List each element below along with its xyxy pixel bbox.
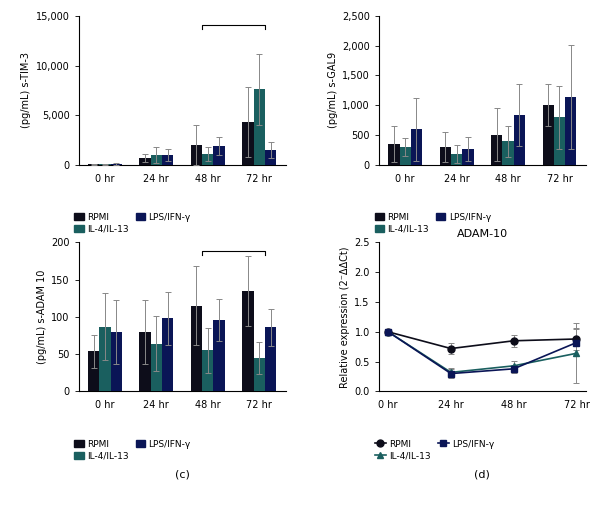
Bar (462, 149, 474, 165)
Text: (a): (a) (174, 243, 190, 253)
Y-axis label: (pg/mL) s-TIM-3: (pg/mL) s-TIM-3 (22, 52, 31, 129)
Bar (202, 351, 213, 391)
Bar (451, 153, 462, 165)
Legend: RPMI, IL-4/IL-13, LPS/IFN-γ: RPMI, IL-4/IL-13, LPS/IFN-γ (72, 211, 193, 235)
Bar (99, 326, 111, 391)
Bar (162, 318, 173, 391)
Legend: RPMI, IL-4/IL-13, LPS/IFN-γ: RPMI, IL-4/IL-13, LPS/IFN-γ (72, 437, 193, 462)
Text: (c): (c) (175, 470, 190, 480)
Bar (265, 327, 276, 391)
Bar (440, 147, 451, 165)
Bar (191, 306, 202, 391)
Title: ADAM-10: ADAM-10 (457, 229, 508, 239)
Y-axis label: Relative expression (2⁻ΔΔCt): Relative expression (2⁻ΔΔCt) (340, 246, 350, 388)
Legend: RPMI, IL-4/IL-13, LPS/IFN-γ: RPMI, IL-4/IL-13, LPS/IFN-γ (373, 437, 496, 462)
Bar (514, 115, 525, 165)
Legend: RPMI, IL-4/IL-13, LPS/IFN-γ: RPMI, IL-4/IL-13, LPS/IFN-γ (373, 211, 493, 235)
Bar (491, 134, 503, 165)
Bar (111, 332, 122, 391)
Bar (554, 117, 565, 165)
Bar (242, 122, 254, 165)
Bar (140, 158, 150, 165)
Bar (213, 320, 225, 391)
Text: (d): (d) (474, 470, 490, 480)
Bar (565, 97, 576, 165)
Bar (242, 291, 254, 391)
Bar (254, 358, 265, 391)
Bar (213, 146, 225, 165)
Bar (150, 344, 162, 391)
Bar (254, 89, 265, 165)
Bar (111, 164, 122, 165)
Text: (b): (b) (475, 243, 490, 253)
Bar (411, 129, 422, 165)
Bar (388, 144, 399, 165)
Bar (265, 150, 276, 165)
Bar (202, 154, 213, 165)
Y-axis label: (pg/mL) s-GAL9: (pg/mL) s-GAL9 (328, 52, 338, 129)
Bar (150, 155, 162, 165)
Bar (399, 147, 411, 165)
Bar (503, 141, 514, 165)
Bar (88, 351, 99, 391)
Bar (542, 105, 554, 165)
Bar (191, 145, 202, 165)
Bar (140, 332, 150, 391)
Y-axis label: (pg/mL) s-ADAM 10: (pg/mL) s-ADAM 10 (37, 270, 47, 364)
Bar (162, 155, 173, 165)
